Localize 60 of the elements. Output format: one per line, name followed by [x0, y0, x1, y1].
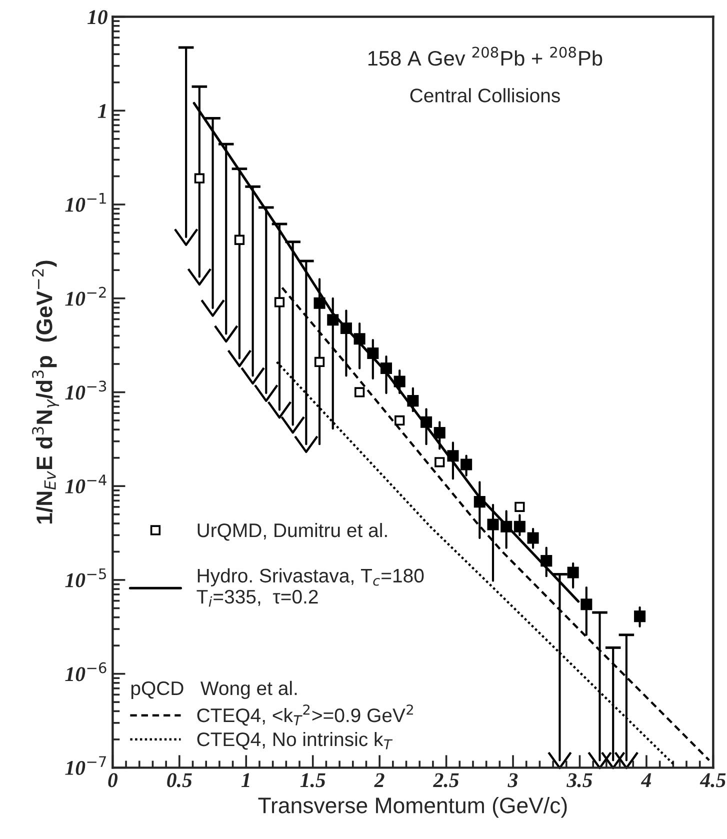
y-tick-label: 10$^{−7}$ — [65, 756, 106, 776]
legend-label: CTEQ4, No intrinsic k$_{T}$ — [197, 732, 393, 750]
point — [294, 435, 318, 454]
point — [214, 324, 238, 343]
point — [434, 457, 445, 468]
point — [254, 384, 278, 402]
point — [200, 299, 225, 317]
x-tick-label: 1 — [241, 773, 250, 787]
x-tick-label: 2 — [374, 773, 384, 787]
x-tick-label: 4 — [640, 773, 652, 787]
point — [514, 502, 525, 512]
point — [174, 228, 198, 246]
x-tick-label: 3 — [508, 773, 518, 788]
annotation: pQCD Wong et al. — [131, 680, 297, 700]
point — [460, 458, 472, 470]
point — [187, 268, 212, 286]
point — [394, 376, 406, 388]
x-tick-label: 4.5 — [700, 773, 726, 788]
point — [634, 610, 646, 622]
point — [614, 751, 639, 770]
text: Central Collisions — [410, 88, 560, 102]
y-tick-label: 10$^{−2}$ — [65, 286, 106, 306]
x-tick-label: 2.5 — [433, 773, 459, 788]
y-tick-label: 10$^{−3}$ — [65, 380, 106, 400]
legend-label: CTEQ4, <k$_{T}$$^{2}$>=0.9 GeV$^{2}$ — [197, 704, 413, 726]
point — [314, 356, 325, 368]
x-tick-label: 0 — [108, 773, 118, 788]
point — [600, 751, 626, 770]
point — [280, 416, 306, 434]
point — [240, 366, 266, 385]
y-tick-label: 10$^{−5}$ — [65, 568, 106, 588]
legend-label: UrQMD, Dumitru et al. — [198, 522, 387, 541]
text: 1/N$_{Ev}$E d$^{3}$N$_{γ}$/d$^{3}$p (GeV$^{−2}$) — [32, 260, 59, 524]
x-tick-label: 3.5 — [566, 773, 592, 788]
point — [588, 751, 612, 770]
text: 158 A Gev $^{208}$Pb + $^{208}$Pb — [368, 46, 602, 66]
point — [234, 234, 245, 245]
y-tick-label: 10 — [87, 10, 108, 24]
y-tick-label: 1 — [98, 104, 106, 118]
point — [314, 297, 326, 309]
point — [487, 518, 499, 530]
point — [548, 751, 572, 770]
x-axis-title: Transverse Momentum (GeV/c) — [258, 796, 567, 818]
point — [514, 520, 526, 532]
y-tick-label: 10$^{−4}$ — [65, 474, 106, 494]
point — [580, 598, 592, 610]
x-tick-label: 0.5 — [167, 773, 192, 788]
y-tick-label: 10$^{−6}$ — [65, 662, 106, 682]
point — [354, 387, 365, 398]
point — [194, 173, 204, 184]
point — [267, 400, 292, 419]
x-tick-label: 1.5 — [300, 773, 326, 788]
point — [527, 532, 539, 544]
y-tick-label: 10$^{−1}$ — [65, 193, 106, 212]
text: Hydro. Srivastava, T$_{c}$=180 T$_{i}$=335, τ=0.2 — [196, 568, 424, 607]
point — [227, 349, 252, 368]
point — [394, 415, 405, 426]
point — [567, 566, 579, 578]
point — [274, 297, 285, 308]
point — [434, 426, 446, 439]
